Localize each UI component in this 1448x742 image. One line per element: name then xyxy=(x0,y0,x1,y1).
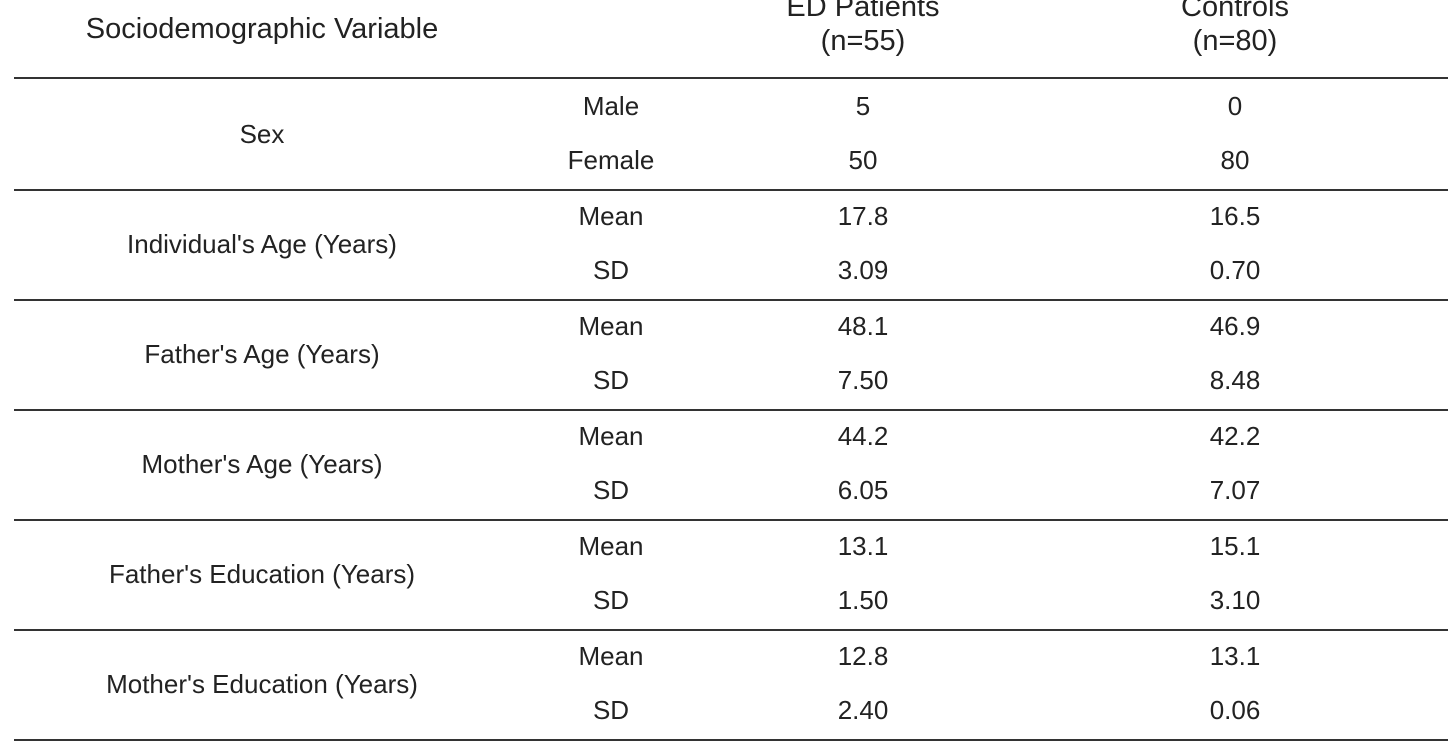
row-divider xyxy=(14,189,1448,191)
row-group-mother-age: Mother's Age (Years) Mean 44.2 42.2 SD 6… xyxy=(0,409,1448,521)
ed-value: 2.40 xyxy=(837,694,889,725)
ed-value: 44.2 xyxy=(837,420,889,451)
variable-label: Father's Age (Years) xyxy=(144,338,380,369)
sub-label: Male xyxy=(582,90,640,121)
sub-label: SD xyxy=(592,364,630,395)
variable-label: Mother's Age (Years) xyxy=(141,448,383,479)
row-group-sex: Sex Male 5 0 Female 50 80 xyxy=(0,79,1448,191)
header-variable: Sociodemographic Variable xyxy=(85,13,439,45)
ed-value: 3.09 xyxy=(837,254,889,285)
sub-label: Mean xyxy=(578,530,644,561)
header-ed-title: ED Patients xyxy=(786,0,940,23)
ed-value: 6.05 xyxy=(837,474,889,505)
header-controls-n: (n=80) xyxy=(1192,25,1278,57)
variable-label: Father's Education (Years) xyxy=(108,558,416,589)
sub-label: SD xyxy=(592,694,630,725)
row-group-mother-education: Mother's Education (Years) Mean 12.8 13.… xyxy=(0,629,1448,741)
control-value: 16.5 xyxy=(1209,200,1261,231)
ed-value: 1.50 xyxy=(837,584,889,615)
header-rule xyxy=(14,77,1448,79)
header-controls-title: Controls xyxy=(1181,0,1289,23)
control-value: 0.06 xyxy=(1209,694,1261,725)
control-value: 80 xyxy=(1220,144,1250,175)
header-ed-n: (n=55) xyxy=(820,25,906,57)
row-group-individual-age: Individual's Age (Years) Mean 17.8 16.5 … xyxy=(0,189,1448,301)
control-value: 8.48 xyxy=(1209,364,1261,395)
control-value: 3.10 xyxy=(1209,584,1261,615)
sub-label: SD xyxy=(592,584,630,615)
header-controls: Controls (n=80) xyxy=(1105,0,1365,58)
control-value: 0 xyxy=(1227,90,1243,121)
row-divider xyxy=(14,299,1448,301)
row-group-father-education: Father's Education (Years) Mean 13.1 15.… xyxy=(0,519,1448,631)
variable-label: Individual's Age (Years) xyxy=(127,228,397,259)
ed-value: 17.8 xyxy=(837,200,889,231)
sub-label: Mean xyxy=(578,420,644,451)
control-value: 7.07 xyxy=(1209,474,1261,505)
ed-value: 50 xyxy=(848,144,878,175)
row-group-father-age: Father's Age (Years) Mean 48.1 46.9 SD 7… xyxy=(0,299,1448,411)
control-value: 13.1 xyxy=(1209,640,1261,671)
sub-label: SD xyxy=(592,474,630,505)
variable-label: Mother's Education (Years) xyxy=(106,668,418,699)
sub-label: Mean xyxy=(578,640,644,671)
ed-value: 13.1 xyxy=(837,530,889,561)
control-value: 42.2 xyxy=(1209,420,1261,451)
control-value: 46.9 xyxy=(1209,310,1261,341)
ed-value: 12.8 xyxy=(837,640,889,671)
sub-label: SD xyxy=(592,254,630,285)
ed-value: 48.1 xyxy=(837,310,889,341)
ed-value: 7.50 xyxy=(837,364,889,395)
row-divider xyxy=(14,739,1448,741)
row-divider xyxy=(14,409,1448,411)
control-value: 0.70 xyxy=(1209,254,1261,285)
header-ed-patients: ED Patients (n=55) xyxy=(733,0,993,58)
sub-label: Female xyxy=(567,144,655,175)
control-value: 15.1 xyxy=(1209,530,1261,561)
sub-label: Mean xyxy=(578,200,644,231)
variable-label: Sex xyxy=(239,118,285,149)
row-divider xyxy=(14,519,1448,521)
sub-label: Mean xyxy=(578,310,644,341)
ed-value: 5 xyxy=(855,90,871,121)
row-divider xyxy=(14,629,1448,631)
